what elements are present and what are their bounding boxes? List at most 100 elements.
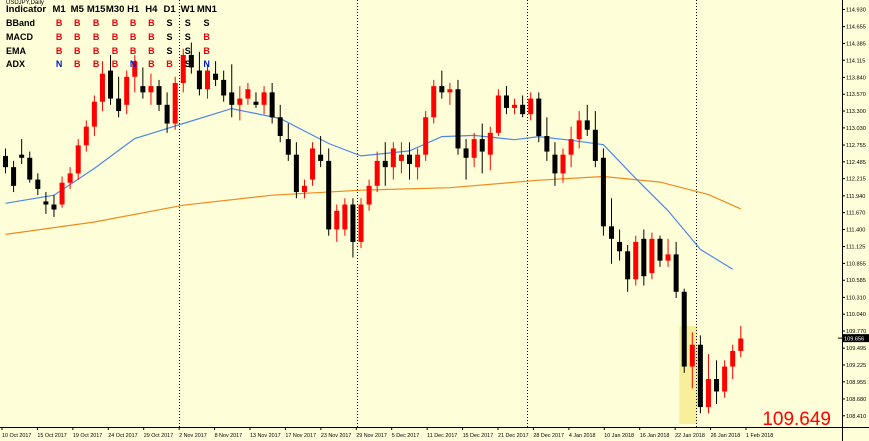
bull-candle — [560, 154, 566, 174]
bear-candle — [455, 89, 461, 149]
bear-candle — [213, 73, 219, 80]
bull-candle — [358, 204, 364, 242]
bear-candle — [3, 155, 8, 168]
bear-candle — [625, 251, 631, 280]
x-tick-label: 22 Jan 2018 — [675, 433, 705, 439]
bear-candle — [164, 104, 170, 124]
y-tick-label: 113.300 — [846, 109, 866, 115]
bear-candle — [156, 86, 162, 105]
bear-candle — [503, 95, 509, 108]
signal-cell: B — [129, 18, 137, 29]
signal-cell: B — [148, 18, 155, 29]
signal-cell: B — [129, 31, 137, 42]
bull-candle — [730, 350, 736, 367]
x-tick-label: 24 Oct 2017 — [108, 433, 137, 439]
x-tick-label: 11 Dec 2017 — [427, 433, 457, 439]
bear-candle — [479, 139, 485, 152]
bear-candle — [714, 379, 720, 392]
x-tick-label: 29 Nov 2017 — [356, 433, 387, 439]
bear-candle — [253, 101, 259, 105]
indicator-name: ADX — [6, 59, 26, 70]
bear-candle — [439, 86, 445, 93]
timeframe-header-h1: H1 — [127, 4, 140, 16]
bear-candle — [140, 86, 146, 93]
bull-candle — [91, 101, 97, 127]
bear-candle — [544, 135, 550, 152]
timeframe-header-h4: H4 — [145, 4, 158, 16]
bear-candle — [520, 104, 526, 115]
bear-candle — [108, 70, 114, 99]
y-tick-label: 114.930 — [846, 7, 866, 13]
signal-cell: S — [184, 59, 191, 70]
bull-candle — [334, 210, 340, 230]
y-tick-label: 111.940 — [846, 194, 865, 200]
bear-candle — [27, 157, 33, 180]
signal-cell: B — [148, 45, 155, 56]
y-tick-label: 113.030 — [846, 126, 866, 132]
signal-cell: B — [55, 31, 63, 42]
bear-candle — [617, 241, 623, 252]
signal-cell: B — [111, 31, 119, 42]
signal-cell: B — [111, 18, 119, 29]
y-tick-label: 114.655 — [846, 25, 866, 31]
bear-candle — [188, 54, 194, 68]
signal-cell: B — [92, 31, 100, 42]
signal-cell: B — [129, 45, 137, 56]
bull-candle — [301, 185, 307, 193]
signal-cell: B — [148, 31, 155, 42]
x-tick-label: 15 Oct 2017 — [37, 433, 66, 439]
signal-cell: B — [111, 45, 119, 56]
bull-candle — [722, 366, 728, 392]
timeframe-header-mn1: MN1 — [196, 4, 217, 16]
bull-candle — [132, 61, 138, 77]
signal-cell: S — [184, 45, 191, 56]
signal-cell: S — [184, 18, 191, 29]
indicator-name: EMA — [6, 45, 26, 56]
bear-candle — [285, 139, 291, 155]
slow-moving-average — [5, 175, 742, 235]
signal-cell: S — [184, 31, 191, 42]
x-tick-label: 29 Oct 2017 — [144, 433, 173, 439]
indicator-rows: BBand B B B B B B S S S MACD B B B B B B S S B EMA B B B B B B S S B A… — [6, 17, 216, 71]
bull-candle — [423, 117, 429, 155]
bear-candle — [600, 157, 606, 227]
x-tick-label: 16 Jan 2018 — [640, 433, 670, 439]
signal-cell: B — [74, 45, 81, 56]
signal-cell: N — [55, 59, 63, 70]
x-tick-label: 17 Nov 2017 — [285, 433, 316, 439]
signal-cell: S — [166, 31, 173, 42]
bull-candle — [83, 126, 89, 146]
bear-candle — [407, 154, 412, 165]
current-price-tag: 109.656 — [844, 336, 864, 342]
y-tick-label: 114.385 — [846, 41, 866, 47]
bear-candle — [11, 167, 17, 186]
x-tick-label: 21 Dec 2017 — [498, 433, 529, 439]
bull-candle — [172, 83, 178, 124]
indicator-name: BBand — [6, 18, 35, 29]
bear-candle — [552, 154, 558, 174]
bull-candle — [180, 54, 186, 84]
bear-candle — [350, 204, 356, 242]
y-tick-label: 109.225 — [846, 363, 866, 369]
y-tick-label: 109.495 — [846, 346, 866, 352]
current-price-label: 109.649 — [762, 409, 831, 430]
bull-candle — [689, 344, 695, 367]
y-tick-label: 112.485 — [846, 160, 866, 166]
bull-candle — [528, 98, 534, 115]
bull-candle — [245, 89, 251, 99]
indicator-row-macd: MACD B B B B B B S S B — [6, 30, 216, 44]
bear-candle — [229, 92, 235, 105]
x-tick-label: 28 Dec 2017 — [533, 433, 564, 439]
bull-candle — [374, 160, 380, 186]
bull-candle — [487, 132, 493, 155]
timeframe-header-d1: D1 — [163, 4, 176, 16]
bull-candle — [447, 89, 453, 93]
y-tick-label: 108.680 — [846, 397, 866, 403]
y-tick-label: 114.115 — [846, 58, 865, 64]
bear-candle — [269, 92, 275, 118]
indicator-panel: Indicator M1 M5 M15 M30 H1 H4 D1 W1 MN1 BBand B B B B… — [6, 3, 217, 71]
x-tick-label: 8 Nov 2017 — [215, 433, 243, 439]
x-tick-label: 10 Oct 2017 — [2, 433, 31, 439]
